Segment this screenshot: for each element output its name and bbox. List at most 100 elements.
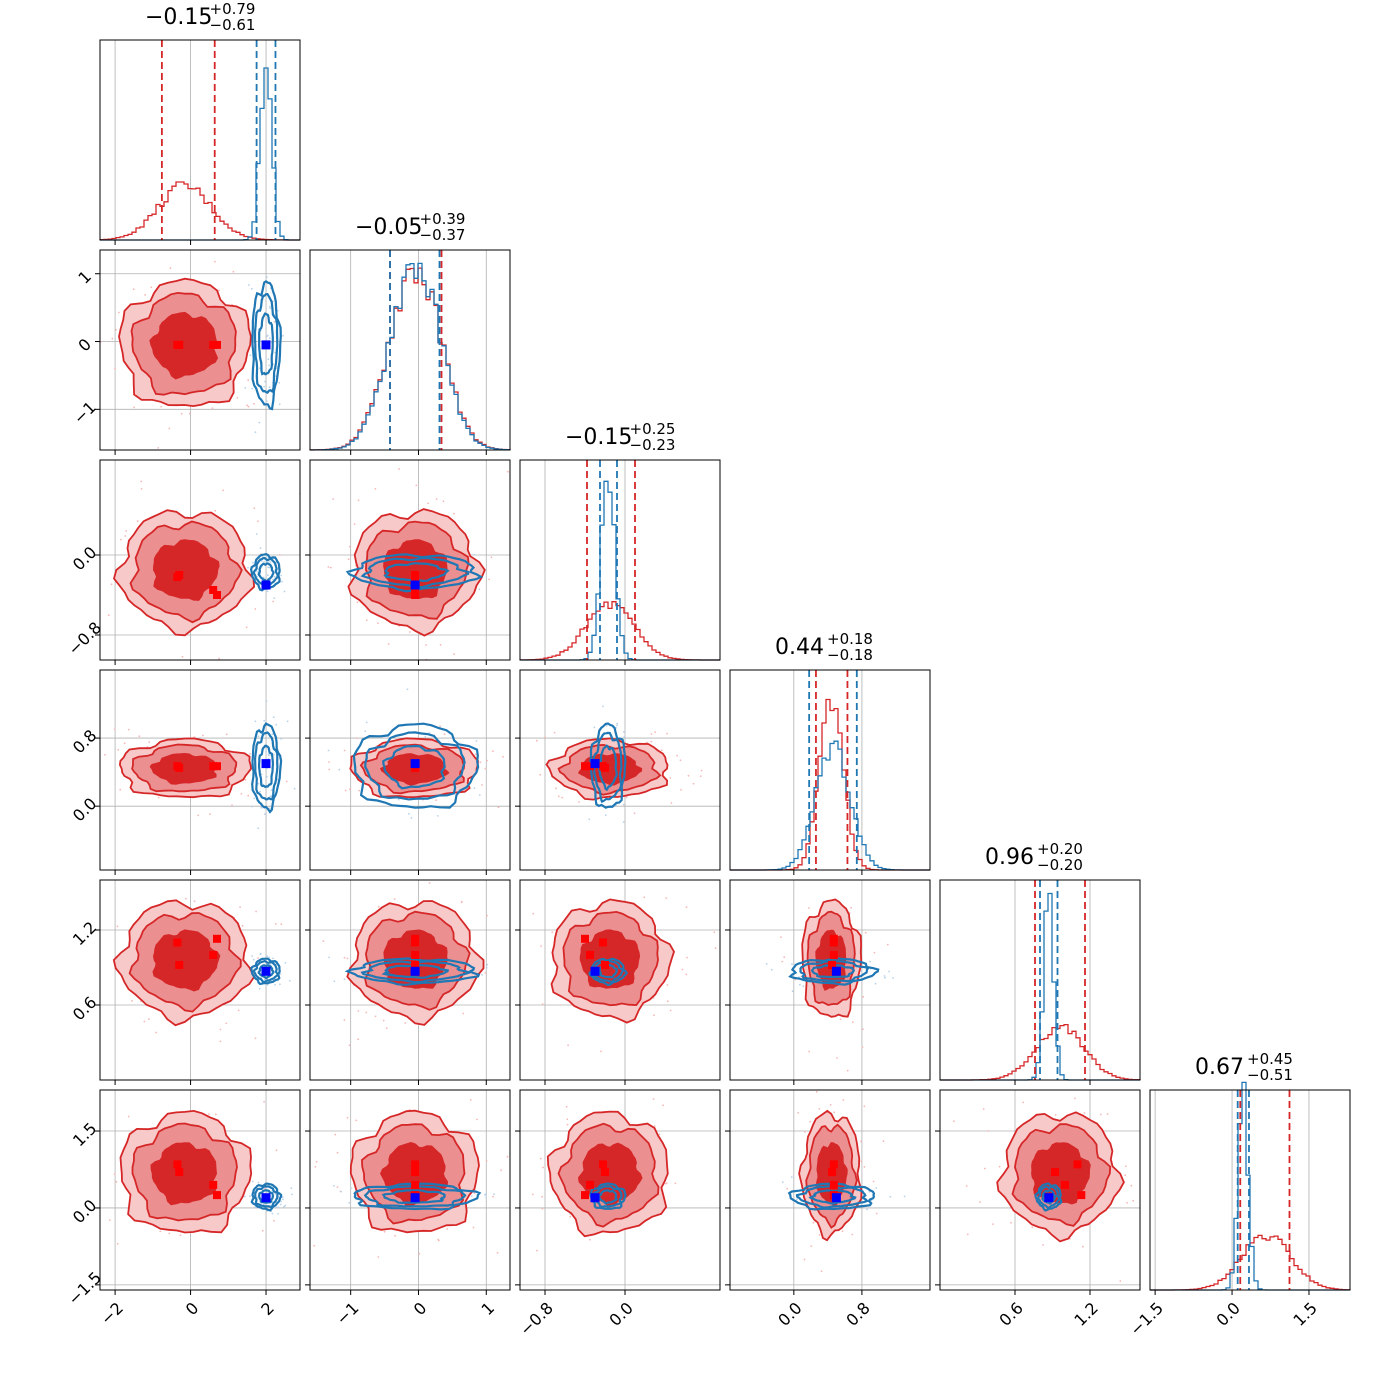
red-square-marker xyxy=(581,1191,589,1200)
contour-blue xyxy=(808,1189,857,1205)
sample-point-blue xyxy=(791,990,794,993)
sample-point-blue xyxy=(485,1196,487,1199)
sample-point-blue xyxy=(593,726,596,729)
sample-point-red xyxy=(1031,1226,1034,1229)
sample-point-red xyxy=(873,951,876,954)
contour-blue xyxy=(249,553,281,592)
sample-point-red xyxy=(180,412,183,415)
panel-frame xyxy=(99,669,301,871)
sample-point-red xyxy=(810,1245,813,1247)
sample-point-red xyxy=(298,893,300,895)
sample-point-blue xyxy=(365,721,368,724)
sample-point-red xyxy=(700,769,703,772)
sample-point-red xyxy=(497,806,500,809)
sample-point-red xyxy=(374,488,377,490)
sample-point-red xyxy=(275,1149,278,1152)
panel-5-3: 0.0 0.8 xyxy=(725,1066,931,1330)
sample-point-blue xyxy=(260,806,263,809)
sample-point-red xyxy=(222,489,225,492)
sample-point-red xyxy=(219,1040,222,1043)
sample-point-red xyxy=(365,1011,368,1014)
sample-point-blue xyxy=(602,705,604,708)
sample-point-blue xyxy=(259,790,262,793)
sample-point-red xyxy=(536,1249,538,1252)
sample-point-blue xyxy=(470,1195,473,1197)
sample-point-red xyxy=(442,500,445,503)
sample-point-red xyxy=(500,1169,502,1172)
sample-point-red xyxy=(539,773,542,776)
sample-point-red xyxy=(111,337,114,340)
red-square-marker xyxy=(1061,1180,1069,1189)
contour-blue xyxy=(253,292,279,394)
sample-point-red xyxy=(842,1099,845,1101)
sample-point-red xyxy=(1106,1113,1109,1115)
sample-point-blue xyxy=(860,970,863,972)
sample-point-red xyxy=(72,1126,74,1128)
red-square-marker xyxy=(175,961,184,969)
sample-point-red xyxy=(90,749,92,751)
sample-point-blue xyxy=(274,1193,277,1195)
sample-point-red xyxy=(104,753,106,756)
truth-marker xyxy=(590,759,600,769)
sample-point-red xyxy=(64,787,66,789)
sample-point-red xyxy=(404,1022,407,1024)
sample-point-red xyxy=(225,1022,228,1025)
panel-content xyxy=(72,1090,293,1245)
sample-point-red xyxy=(116,925,119,928)
sample-point-blue xyxy=(252,561,254,564)
sample-point-red xyxy=(218,289,220,292)
truth-marker xyxy=(590,966,600,976)
sample-point-blue xyxy=(275,1206,278,1209)
contour-blue xyxy=(364,731,466,801)
sample-point-red xyxy=(253,507,256,510)
sample-point-red xyxy=(541,1207,544,1210)
sample-point-red xyxy=(965,1185,968,1187)
sample-point-blue xyxy=(251,387,254,390)
sample-point-red xyxy=(255,910,257,913)
sample-point-blue xyxy=(481,973,483,976)
panel-0-0: −0.15+0.79−0.61 xyxy=(99,0,301,245)
panel-content xyxy=(535,705,703,823)
sample-point-red xyxy=(273,320,276,323)
sample-point-red xyxy=(427,502,430,505)
sample-point-blue xyxy=(604,814,607,816)
sample-point-red xyxy=(998,1165,1001,1168)
sample-point-red xyxy=(819,1066,821,1068)
sample-point-blue xyxy=(875,1187,878,1189)
panel-frame xyxy=(99,459,301,661)
sample-point-blue xyxy=(269,795,272,797)
sample-point-blue xyxy=(616,722,619,725)
sample-point-red xyxy=(833,1111,836,1114)
sample-point-red xyxy=(119,788,122,791)
sample-point-red xyxy=(343,1019,346,1021)
sample-point-blue xyxy=(605,724,608,727)
sample-point-red xyxy=(132,288,135,291)
contour-blue xyxy=(353,1182,482,1211)
sample-point-blue xyxy=(280,738,283,740)
title-lower-error: −0.23 xyxy=(630,436,676,454)
sample-point-blue xyxy=(268,305,271,308)
sample-point-red xyxy=(197,814,200,817)
histogram-blue xyxy=(100,67,300,241)
sample-point-blue xyxy=(291,1193,293,1196)
sample-point-red xyxy=(1098,1085,1100,1087)
x-tick-label: −1.5 xyxy=(1126,1298,1167,1339)
sample-point-red xyxy=(544,736,546,739)
contour-blue xyxy=(788,957,880,986)
sample-point-blue xyxy=(284,962,287,964)
sample-point-red xyxy=(346,957,349,960)
panel-frame xyxy=(309,1089,511,1291)
contour-red-inner xyxy=(149,311,219,380)
panel-frame xyxy=(309,879,511,1081)
sample-point-red xyxy=(387,643,390,645)
sample-point-blue xyxy=(493,1193,495,1195)
x-tick-label: 0.0 xyxy=(1212,1298,1243,1329)
red-square-marker xyxy=(213,340,221,349)
sample-point-red xyxy=(353,523,356,525)
sample-point-red xyxy=(218,657,221,660)
sample-point-red xyxy=(532,912,535,915)
sample-point-blue xyxy=(268,337,271,340)
contour-blue xyxy=(252,556,279,589)
sample-point-red xyxy=(555,787,557,790)
title-upper-error: +0.25 xyxy=(630,420,676,438)
